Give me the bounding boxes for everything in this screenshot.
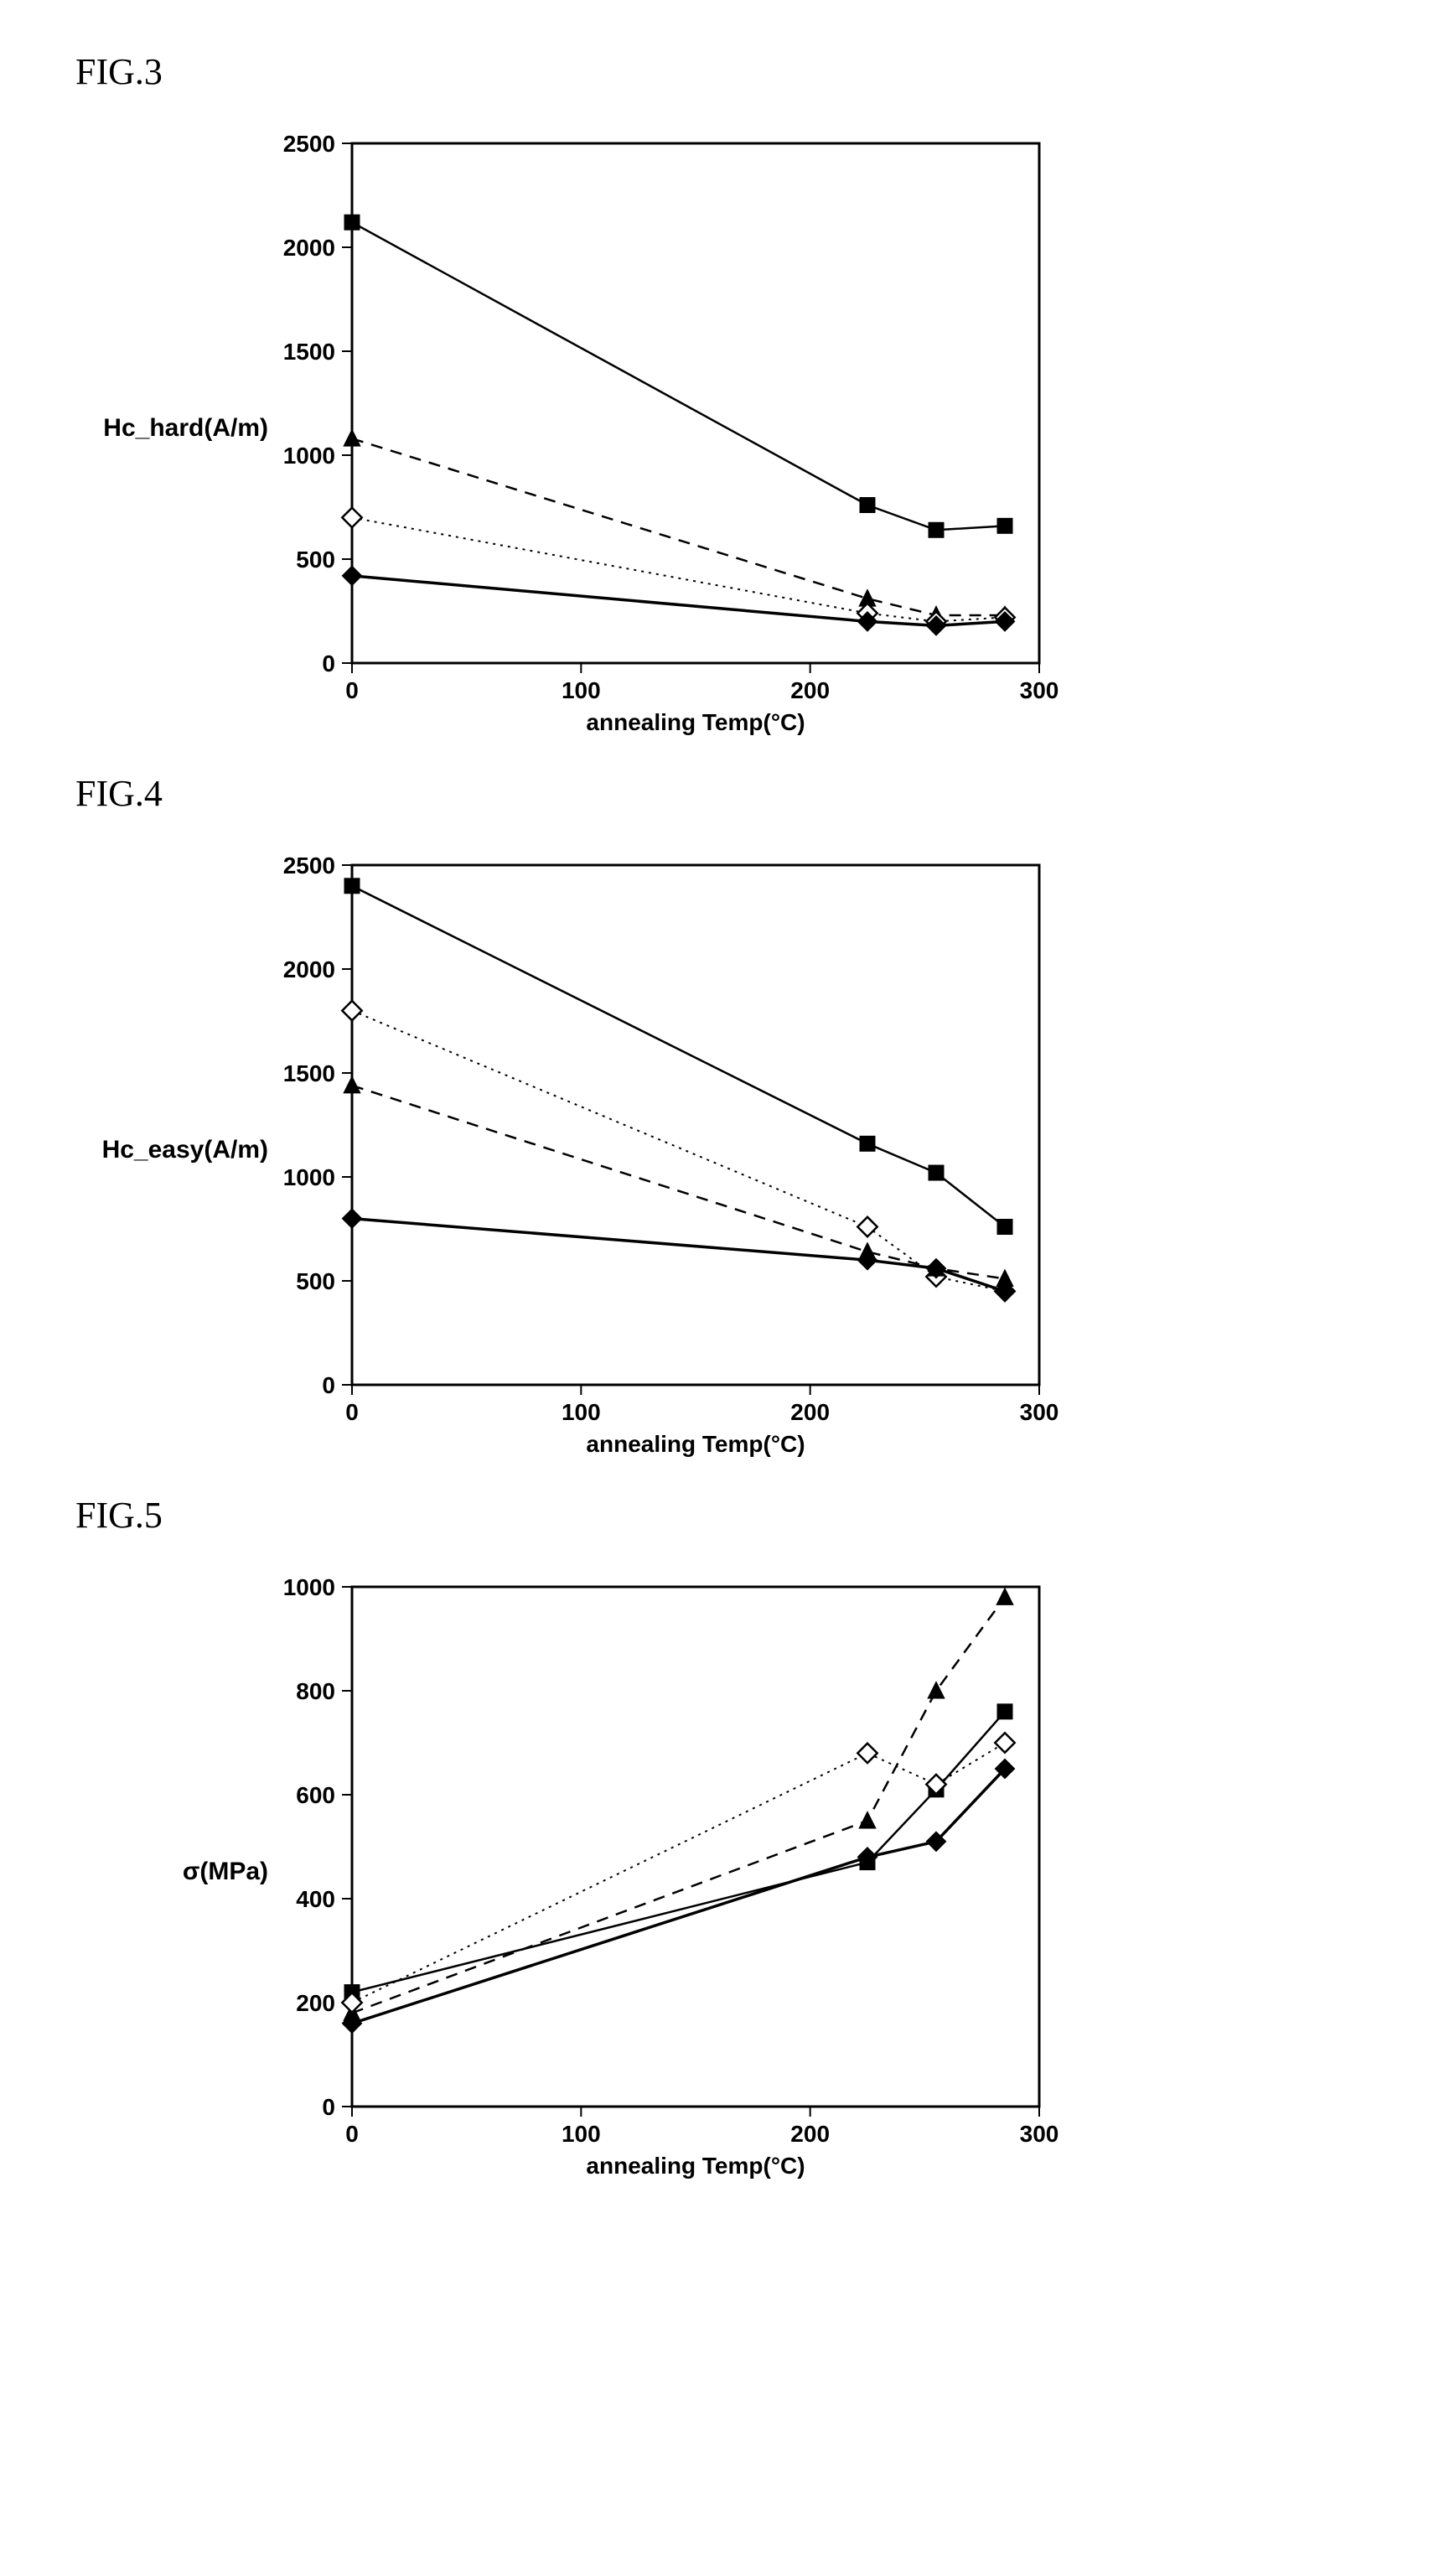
y-axis-label: Hc_easy(A/m) (75, 1136, 268, 1164)
figure-block: FIG.5 σ(MPa) 0 200 400 600 800 1000 0 100 200 300 an… (75, 1494, 1364, 2182)
y-tick-label: 1000 (283, 1164, 335, 1190)
x-tick-label: 300 (1020, 2121, 1059, 2147)
figure-block: FIG.3 Hc_hard(A/m) 0 500 1000 1500 2000 2500 0 10… (75, 50, 1364, 739)
y-tick-label: 600 (296, 1782, 335, 1808)
y-tick-label: 0 (322, 650, 335, 676)
y-tick-label: 2500 (283, 131, 335, 157)
x-tick-label: 0 (345, 2121, 359, 2147)
chart-row: Hc_hard(A/m) 0 500 1000 1500 2000 2500 0 100 200 3… (75, 118, 1364, 739)
chart-wrapper: 0 500 1000 1500 2000 2500 0 100 200 300 annealing … (277, 118, 1064, 739)
y-tick-label: 0 (322, 1372, 335, 1398)
x-axis-label: annealing Temp(°C) (586, 709, 805, 735)
x-tick-label: 200 (790, 677, 830, 703)
x-tick-label: 0 (345, 1399, 359, 1425)
x-tick-label: 100 (562, 677, 601, 703)
x-tick-label: 200 (790, 2121, 830, 2147)
y-tick-label: 1000 (283, 443, 335, 469)
y-tick-label: 0 (322, 2094, 335, 2120)
x-axis-label: annealing Temp(°C) (586, 1431, 805, 1457)
x-tick-label: 100 (562, 1399, 601, 1425)
y-tick-label: 400 (296, 1886, 335, 1912)
figure-title: FIG.5 (75, 1494, 1364, 1537)
chart-row: Hc_easy(A/m) 0 500 1000 1500 2000 2500 0 100 200 3… (75, 840, 1364, 1460)
y-tick-label: 2500 (283, 853, 335, 879)
y-tick-label: 500 (296, 547, 335, 573)
chart-wrapper: 0 500 1000 1500 2000 2500 0 100 200 300 annealing … (277, 840, 1064, 1460)
chart-wrapper: 0 200 400 600 800 1000 0 100 200 300 annealing Tem… (277, 1562, 1064, 2182)
y-tick-label: 200 (296, 1990, 335, 2016)
y-tick-label: 2000 (283, 235, 335, 261)
chart-plot: 0 500 1000 1500 2000 2500 0 100 200 300 annealing … (277, 840, 1064, 1460)
figure-title: FIG.4 (75, 772, 1364, 815)
x-tick-label: 200 (790, 1399, 830, 1425)
x-tick-label: 300 (1020, 677, 1059, 703)
y-tick-label: 500 (296, 1268, 335, 1294)
figure-title: FIG.3 (75, 50, 1364, 93)
chart-plot: 0 500 1000 1500 2000 2500 0 100 200 300 annealing … (277, 118, 1064, 739)
y-axis-label: σ(MPa) (75, 1858, 268, 1886)
y-tick-label: 2000 (283, 956, 335, 982)
x-tick-label: 300 (1020, 1399, 1059, 1425)
figure-block: FIG.4 Hc_easy(A/m) 0 500 1000 1500 2000 2500 0 10… (75, 772, 1364, 1460)
figures-container: FIG.3Hc_hard(A/m)05001000150020002500010… (75, 50, 1364, 2182)
x-axis-label: annealing Temp(°C) (586, 2153, 805, 2179)
y-tick-label: 1000 (283, 1574, 335, 1600)
y-tick-label: 800 (296, 1678, 335, 1704)
y-tick-label: 1500 (283, 339, 335, 365)
chart-row: σ(MPa) 0 200 400 600 800 1000 0 100 200 300 anneali… (75, 1562, 1364, 2182)
x-tick-label: 100 (562, 2121, 601, 2147)
y-tick-label: 1500 (283, 1060, 335, 1086)
y-axis-label: Hc_hard(A/m) (75, 414, 268, 443)
chart-plot: 0 200 400 600 800 1000 0 100 200 300 annealing Tem… (277, 1562, 1064, 2182)
x-tick-label: 0 (345, 677, 359, 703)
